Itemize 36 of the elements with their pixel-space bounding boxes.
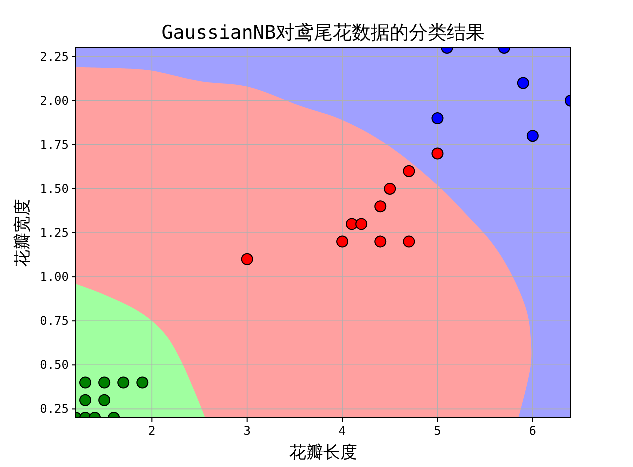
- point: [336, 236, 349, 248]
- point: [374, 200, 387, 213]
- y-tick-label: 0.25: [40, 402, 69, 416]
- y-tick-label: 0.75: [40, 314, 69, 328]
- point: [403, 236, 416, 248]
- point: [403, 165, 416, 178]
- y-axis-title: 花瓣宽度: [13, 199, 33, 267]
- x-tick-label: 4: [338, 424, 346, 438]
- y-tick-label: 2.00: [40, 94, 69, 108]
- x-tick-label: 5: [434, 424, 442, 438]
- x-tick-label: 6: [529, 424, 537, 438]
- y-tick-label: 1.00: [40, 270, 69, 284]
- point: [98, 376, 111, 389]
- x-tick-label: 3: [244, 424, 251, 438]
- x-tick-label: 2: [148, 424, 156, 438]
- point: [346, 218, 358, 230]
- point: [432, 148, 444, 160]
- point: [136, 376, 149, 389]
- y-tick-label: 1.25: [40, 226, 69, 240]
- x-axis-title: 花瓣长度: [290, 443, 358, 463]
- point: [517, 77, 530, 90]
- y-tick-label: 1.50: [40, 182, 69, 196]
- point: [80, 394, 92, 406]
- y-tick-label: 1.75: [40, 138, 69, 152]
- point: [80, 376, 92, 389]
- point: [374, 236, 387, 248]
- point: [241, 253, 254, 266]
- chart-title: GaussianNB对鸢尾花数据的分类结果: [162, 22, 486, 44]
- point: [98, 394, 111, 406]
- y-tick-label: 2.25: [40, 50, 69, 64]
- point: [432, 112, 444, 124]
- point: [526, 130, 539, 142]
- point: [118, 376, 130, 389]
- point: [356, 218, 368, 230]
- y-tick-label: 0.50: [40, 358, 69, 372]
- point: [384, 182, 396, 195]
